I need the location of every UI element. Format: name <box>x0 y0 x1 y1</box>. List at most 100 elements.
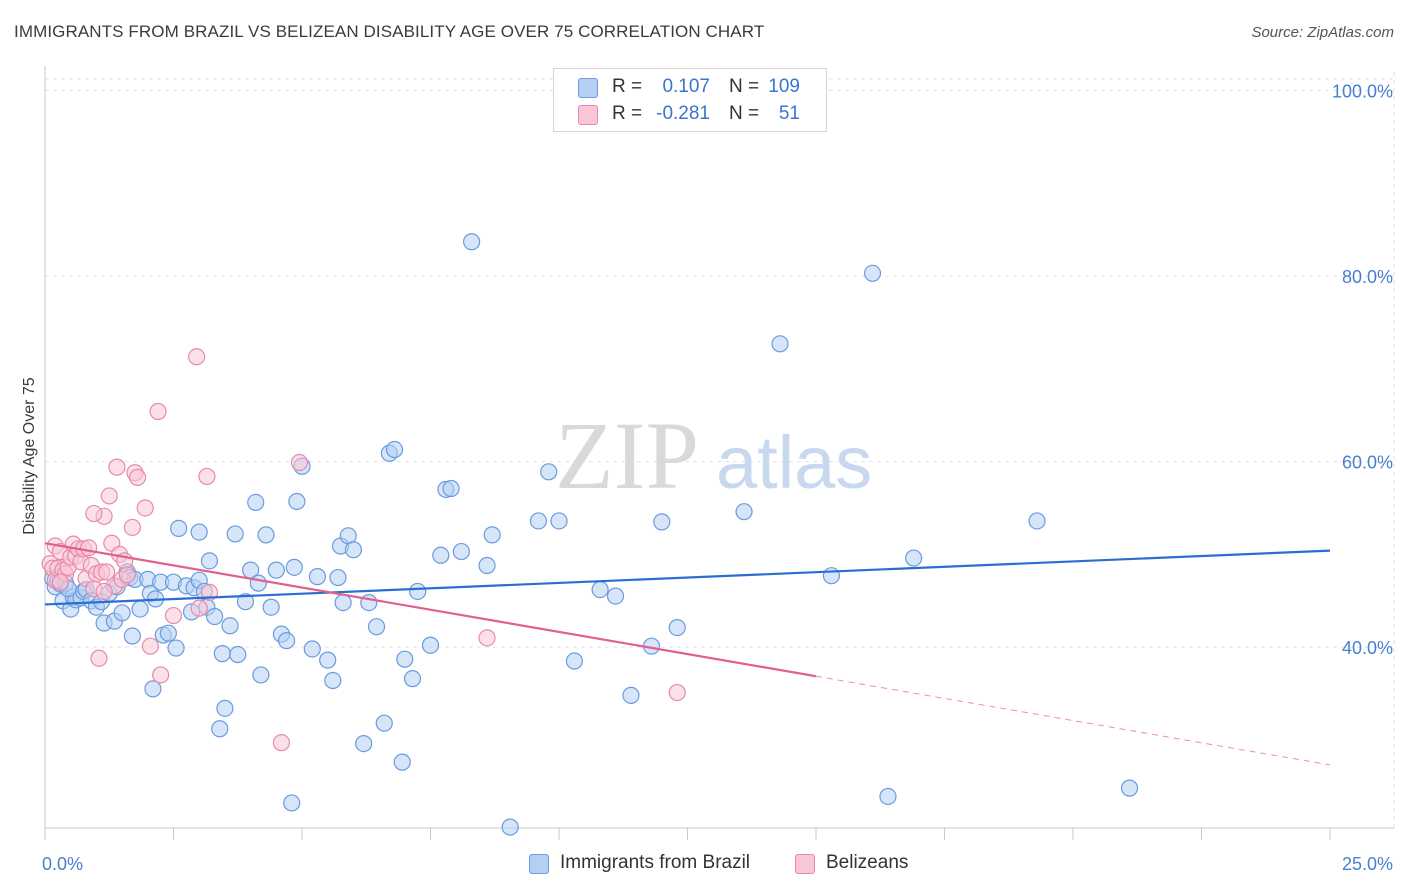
y-tick-labels: 40.0% 60.0% 80.0% 100.0% <box>1332 82 1393 659</box>
brazil-point <box>1120 779 1139 797</box>
brazil-point <box>344 541 362 559</box>
brazil-point <box>226 525 244 543</box>
y-tick-label: 40.0% <box>1342 638 1393 658</box>
brazil-point <box>421 636 440 654</box>
legend-r-value: -0.281 <box>656 103 710 124</box>
belizean-point <box>188 348 206 366</box>
brazil-point <box>123 627 141 645</box>
brazil-point <box>396 650 414 668</box>
brazil-point <box>879 787 897 806</box>
belizean-point <box>198 467 216 486</box>
belizean-point <box>80 539 98 557</box>
bottom-legend-label-brazil: Immigrants from Brazil <box>560 852 751 873</box>
x-tick-label: 25.0% <box>1342 854 1393 874</box>
brazil-point <box>463 233 481 251</box>
brazil-point <box>257 526 275 544</box>
legend-r-label: R = <box>612 103 643 124</box>
brazil-point <box>113 604 131 622</box>
brazil-point <box>303 640 321 658</box>
brazil-point <box>385 440 404 459</box>
belizean-point <box>164 606 183 625</box>
belizean-point <box>668 683 686 702</box>
legend-n-value: 109 <box>768 76 800 97</box>
trend-lines <box>44 542 1331 766</box>
brazil-point <box>324 671 342 690</box>
belizean-point <box>136 499 154 517</box>
brazil-point <box>550 512 568 530</box>
brazil-point <box>277 632 296 650</box>
brazil-point <box>252 666 270 684</box>
brazil-point <box>565 652 584 670</box>
trend-line-blue <box>44 549 1331 606</box>
belizean-point <box>51 573 70 591</box>
brazil-point <box>863 264 882 282</box>
legend-r-label: R = <box>612 76 643 97</box>
brazil-point <box>216 699 234 717</box>
brazil-point <box>288 492 306 511</box>
brazil-point <box>355 734 373 753</box>
series-brazil-points <box>44 233 1139 836</box>
belizean-point <box>290 453 309 472</box>
brazil-point <box>170 519 188 537</box>
legend-r-value: 0.107 <box>662 76 710 97</box>
brazil-point <box>334 593 352 612</box>
belizean-point <box>95 582 113 601</box>
belizean-point <box>100 487 118 505</box>
brazil-point <box>668 619 686 637</box>
brazil-point <box>283 794 301 812</box>
brazil-point <box>200 552 219 570</box>
brazil-point <box>622 686 640 704</box>
belizean-point <box>85 504 103 523</box>
brazil-point <box>409 582 427 601</box>
watermark-atlas: atlas <box>716 421 872 504</box>
axes-layer <box>44 66 1394 840</box>
x-tick-label: 0.0% <box>42 854 83 874</box>
brazil-point <box>262 598 280 616</box>
brazil-point <box>213 645 231 663</box>
correlation-legend: R = 0.107 N = 109 R = -0.281 N = 51 <box>553 68 827 132</box>
legend-swatch-blue <box>578 78 598 98</box>
y-tick-label: 80.0% <box>1342 267 1393 287</box>
belizean-point <box>128 468 147 486</box>
brazil-point <box>403 670 422 688</box>
belizean-point <box>152 666 170 684</box>
brazil-point <box>236 593 255 611</box>
brazil-point <box>1028 512 1046 530</box>
brazil-point <box>501 818 519 836</box>
bottom-legend-label-belizeans: Belizeans <box>826 852 909 873</box>
brazil-point <box>229 645 247 664</box>
brazil-point <box>285 558 303 576</box>
brazil-point <box>131 600 149 618</box>
legend-n-label: N = <box>729 76 760 97</box>
legend-row-belizeans: R = -0.281 N = 51 <box>554 101 826 127</box>
watermark-zip: ZIP <box>555 402 699 509</box>
source-label: Source: ZipAtlas.com <box>1251 24 1394 41</box>
brazil-point <box>591 581 609 599</box>
brazil-point <box>452 542 470 561</box>
brazil-point <box>529 512 548 530</box>
trend-line-dashed-pink <box>815 675 1331 766</box>
brazil-point <box>432 546 450 564</box>
belizean-point <box>478 629 496 647</box>
brazil-point <box>375 714 393 732</box>
brazil-point <box>319 651 337 669</box>
brazil-point <box>905 549 923 567</box>
brazil-point <box>606 587 625 605</box>
brazil-point <box>442 479 460 498</box>
legend-n-value: 51 <box>778 103 800 124</box>
brazil-point <box>206 607 224 626</box>
brazil-point <box>478 556 496 575</box>
brazil-point <box>249 574 267 592</box>
belizean-point <box>123 518 141 537</box>
chart-title: IMMIGRANTS FROM BRAZIL VS BELIZEAN DISAB… <box>14 22 765 41</box>
brazil-point <box>653 513 671 531</box>
y-axis-label: Disability Age Over 75 <box>21 377 38 535</box>
y-tick-label: 60.0% <box>1342 453 1393 473</box>
legend-swatch-pink <box>578 105 598 125</box>
brazil-point <box>822 567 841 585</box>
brazil-point <box>190 523 208 541</box>
brazil-point <box>308 568 327 586</box>
legend-row-brazil: R = 0.107 N = 109 <box>554 74 826 100</box>
legend-n-label: N = <box>729 103 760 124</box>
brazil-point <box>159 624 177 642</box>
